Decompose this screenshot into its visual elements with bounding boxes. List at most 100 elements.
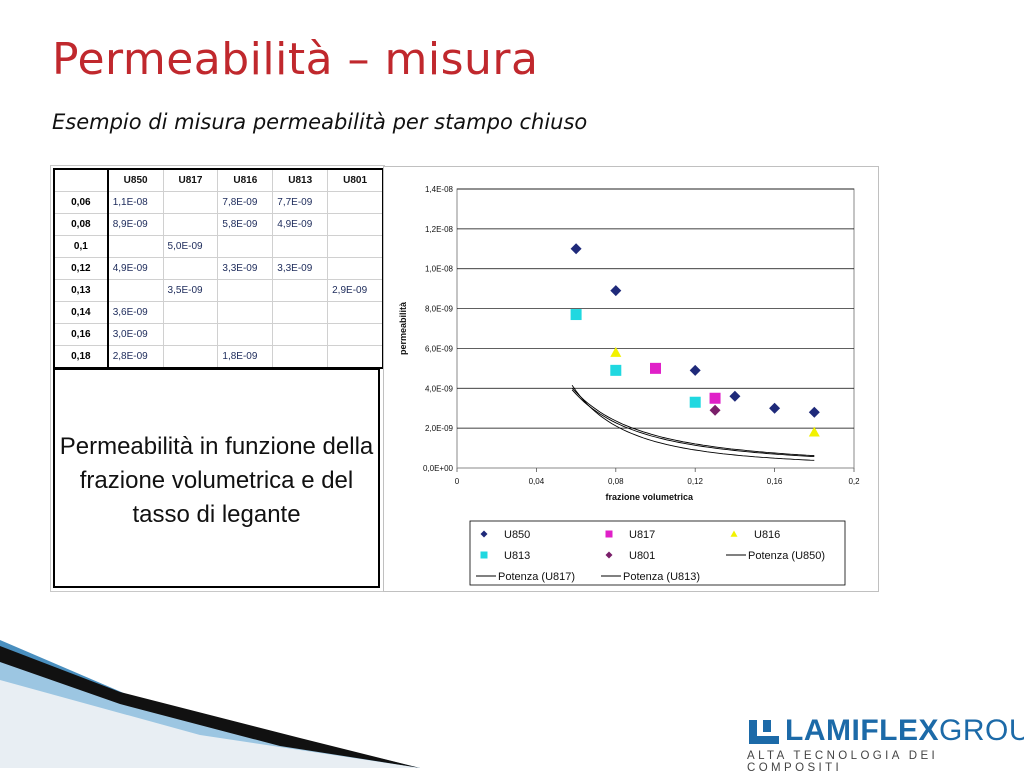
legend-label: U817	[629, 529, 655, 541]
value-cell	[162, 301, 219, 324]
data-point	[570, 309, 582, 321]
row-key-cell: 0,12	[53, 257, 109, 280]
logo-name: LAMIFLEXGROUP	[785, 714, 1024, 748]
table-row: 0,08 8,9E-09 5,8E-09 4,9E-09	[53, 213, 385, 236]
table-header-cell	[53, 168, 109, 192]
data-point	[610, 346, 622, 357]
x-tick-label: 0,08	[608, 477, 624, 486]
row-key-cell: 0,08	[53, 213, 109, 236]
trendline	[571, 385, 815, 461]
table-row: 0,1 5,0E-09	[53, 235, 385, 258]
table-header-cell: U816	[217, 168, 274, 192]
value-cell: 3,3E-09	[217, 257, 274, 280]
value-cell: 3,5E-09	[162, 279, 219, 302]
table-body: 0,06 1,1E-08 7,8E-09 7,7E-09 0,08 8,9E-09 5,8E…	[53, 191, 385, 369]
logo-name-bold: LAMIFLEX	[785, 714, 939, 747]
value-cell	[107, 235, 164, 258]
value-cell	[162, 345, 219, 369]
logo-name-thin: GROUP	[939, 714, 1024, 747]
table-header-cell: U817	[162, 168, 219, 192]
legend-label: Potenza (U813)	[623, 571, 700, 583]
data-point	[808, 406, 820, 418]
x-axis-label: frazione volumetrica	[606, 492, 695, 502]
value-cell: 3,3E-09	[272, 257, 329, 280]
page-subtitle: Esempio di misura permeabilità per stamp…	[52, 110, 588, 134]
data-point	[610, 285, 622, 297]
value-cell: 7,8E-09	[217, 191, 274, 214]
legend-box	[469, 520, 846, 586]
value-cell	[327, 213, 385, 236]
value-cell: 1,1E-08	[107, 191, 164, 214]
legend-label: U850	[504, 529, 530, 541]
data-point	[689, 396, 701, 408]
value-cell: 2,8E-09	[107, 345, 164, 369]
swoosh-pale	[0, 680, 420, 768]
value-cell	[327, 345, 385, 369]
trendline	[571, 389, 815, 458]
y-tick-label: 8,0E-09	[425, 305, 454, 314]
value-cell	[107, 279, 164, 302]
value-cell	[162, 191, 219, 214]
table-row: 0,13 3,5E-09 2,9E-09	[53, 279, 385, 302]
x-tick-label: 0,16	[767, 477, 783, 486]
value-cell	[217, 323, 274, 346]
value-cell: 2,9E-09	[327, 279, 385, 302]
data-point	[808, 426, 820, 437]
row-key-cell: 0,16	[53, 323, 109, 346]
value-cell: 8,9E-09	[107, 213, 164, 236]
y-tick-label: 0,0E+00	[423, 464, 454, 473]
x-tick-label: 0	[455, 477, 460, 486]
y-axis-label: permeabilità	[398, 301, 408, 355]
row-key-cell: 0,1	[53, 235, 109, 258]
legend-marker	[605, 530, 613, 538]
y-tick-label: 1,4E-08	[425, 185, 454, 194]
logo-tagline: ALTA TECNOLOGIA DEI COMPOSITI	[747, 750, 939, 774]
value-cell	[162, 323, 219, 346]
legend-label: U801	[629, 550, 655, 562]
data-point	[570, 243, 582, 255]
value-cell	[327, 235, 385, 258]
table-row: 0,12 4,9E-09 3,3E-09 3,3E-09	[53, 257, 385, 280]
note-text: Permeabilità in funzione della frazione …	[59, 433, 374, 528]
value-cell	[217, 235, 274, 258]
legend-label: Potenza (U850)	[748, 550, 825, 562]
value-cell: 5,0E-09	[162, 235, 219, 258]
data-point	[610, 364, 622, 376]
table-header-cell: U801	[327, 168, 385, 192]
value-cell	[327, 323, 385, 346]
x-tick-label: 0,2	[848, 477, 860, 486]
chart-svg: 0,0E+00 2,0E-09 4,0E-09 6,0E-09 8,0E-09 1,0E-…	[398, 185, 860, 586]
data-point	[709, 404, 721, 416]
data-point	[689, 364, 701, 376]
permeability-table: U850 U817 U816 U813 U801 0,06 1,1E-08 7,8E-09 7…	[53, 168, 385, 369]
value-cell	[217, 301, 274, 324]
value-cell	[272, 235, 329, 258]
value-cell	[272, 345, 329, 369]
table-row: 0,16 3,0E-09	[53, 323, 385, 346]
row-key-cell: 0,13	[53, 279, 109, 302]
legend-marker	[605, 551, 613, 559]
value-cell: 4,9E-09	[272, 213, 329, 236]
table-header-cell: U813	[272, 168, 329, 192]
legend-marker	[480, 551, 488, 559]
table-row: 0,14 3,6E-09	[53, 301, 385, 324]
row-key-cell: 0,06	[53, 191, 109, 214]
legend-label: U813	[504, 550, 530, 562]
value-cell: 1,8E-09	[217, 345, 274, 369]
y-tick-label: 4,0E-09	[425, 384, 454, 393]
y-tick-label: 1,0E-08	[425, 265, 454, 274]
value-cell	[327, 257, 385, 280]
decorative-swoosh	[0, 640, 420, 768]
value-cell	[327, 191, 385, 214]
value-cell: 5,8E-09	[217, 213, 274, 236]
y-tick-label: 6,0E-09	[425, 344, 454, 353]
legend-label: Potenza (U817)	[498, 571, 575, 583]
data-point	[650, 362, 661, 374]
value-cell	[162, 257, 219, 280]
trendline	[571, 387, 815, 457]
value-cell	[272, 301, 329, 324]
permeability-chart: 0,0E+00 2,0E-09 4,0E-09 6,0E-09 8,0E-09 1,0E-…	[383, 166, 879, 592]
value-cell	[272, 323, 329, 346]
note-box: Permeabilità in funzione della frazione …	[53, 368, 380, 588]
value-cell: 3,0E-09	[107, 323, 164, 346]
